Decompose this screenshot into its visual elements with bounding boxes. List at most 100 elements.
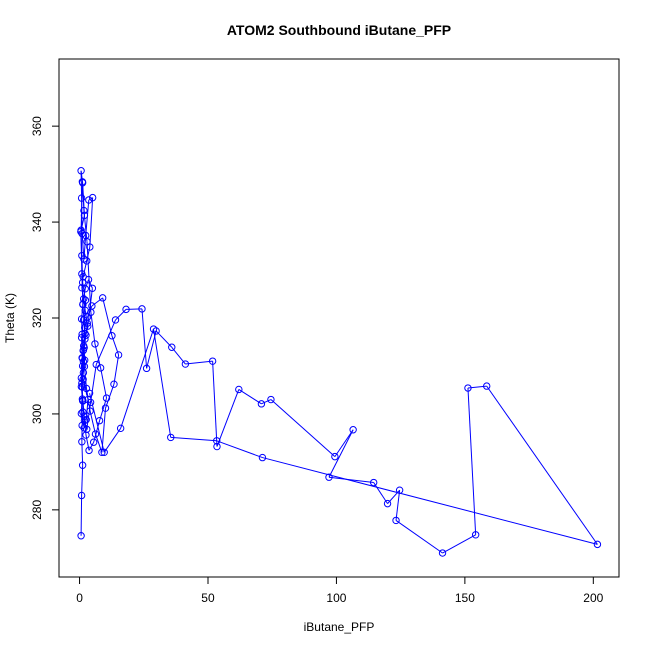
series-segment [84, 279, 90, 289]
series-segment [80, 377, 84, 401]
data-point [395, 486, 404, 494]
series-segment [216, 389, 240, 447]
data-point [98, 448, 106, 456]
data-point [116, 424, 125, 433]
series-segment [85, 434, 90, 451]
data-point [181, 360, 190, 368]
series-segment [83, 235, 87, 260]
data-point [593, 540, 602, 549]
series-segment [262, 457, 598, 545]
series-segment [83, 210, 88, 242]
data-point [80, 412, 88, 421]
data-point [80, 362, 89, 371]
data-point [122, 305, 130, 314]
series-segment [373, 482, 388, 504]
series-segment [238, 389, 262, 405]
data-point [77, 532, 85, 540]
data-point [81, 285, 89, 293]
data-point [89, 438, 98, 446]
data-series [77, 167, 602, 557]
series-segment [99, 397, 108, 421]
data-point [78, 438, 86, 446]
series-segment [82, 260, 88, 277]
series-segment [141, 308, 148, 369]
series-segment [88, 279, 93, 289]
data-point [79, 375, 87, 384]
data-point [78, 270, 86, 278]
data-point [79, 408, 87, 416]
series-segment [89, 410, 96, 435]
data-point [78, 278, 87, 287]
data-point [85, 446, 93, 455]
series-segment [105, 384, 115, 409]
series-segment [113, 354, 120, 385]
data-point [78, 229, 86, 238]
data-point [83, 425, 91, 433]
data-point [80, 416, 89, 425]
series-segment [88, 197, 93, 201]
series-segment [95, 319, 116, 365]
data-point [88, 284, 97, 292]
data-point [102, 394, 111, 402]
series-segment [395, 490, 401, 521]
data-point [81, 296, 90, 304]
series-segment [102, 297, 113, 336]
data-point [81, 335, 89, 343]
data-point [84, 275, 93, 284]
data-point [464, 384, 472, 392]
data-point [138, 305, 146, 313]
data-point [79, 300, 87, 308]
series-segment [81, 181, 85, 211]
data-point [77, 374, 86, 382]
data-point [108, 332, 116, 340]
data-point [438, 549, 447, 557]
x-tick-label: 200 [583, 591, 603, 605]
data-point [142, 364, 151, 373]
data-point [77, 491, 86, 500]
data-point [483, 382, 491, 390]
data-point [92, 360, 100, 369]
series-segment [115, 309, 127, 321]
series-segment [81, 233, 85, 260]
series-segment [395, 519, 443, 554]
data-point [85, 196, 93, 204]
series-segment [89, 197, 94, 248]
data-point [88, 302, 96, 310]
series-segment [80, 495, 83, 536]
data-point [392, 516, 400, 525]
series-segment [88, 441, 95, 451]
data-point [110, 380, 118, 388]
data-point [471, 531, 480, 539]
data-point [78, 251, 86, 260]
series-segment [80, 170, 84, 183]
data-point [101, 404, 110, 412]
series-segment [216, 440, 263, 459]
series-segment [80, 181, 83, 231]
data-point [78, 396, 87, 405]
data-point [78, 284, 86, 292]
data-point [98, 294, 107, 302]
data-point [369, 478, 378, 487]
data-point [257, 400, 266, 408]
data-point [79, 295, 88, 303]
data-point [79, 357, 88, 366]
series-segment [442, 534, 476, 554]
series-segment [90, 312, 96, 344]
data-point [383, 499, 392, 508]
series-segment [270, 399, 336, 457]
data-point [86, 407, 94, 415]
chart-title: ATOM2 Southbound iButane_PFP [227, 22, 451, 38]
data-point [79, 342, 88, 350]
y-tick-label: 340 [30, 212, 44, 232]
series-segment [467, 387, 477, 535]
data-point [91, 430, 100, 438]
data-point [85, 389, 94, 398]
y-tick-label: 320 [30, 308, 44, 328]
data-point [77, 167, 85, 175]
data-point [78, 461, 87, 469]
data-point [168, 343, 176, 351]
y-tick-label: 360 [30, 116, 44, 136]
data-point [95, 416, 104, 425]
